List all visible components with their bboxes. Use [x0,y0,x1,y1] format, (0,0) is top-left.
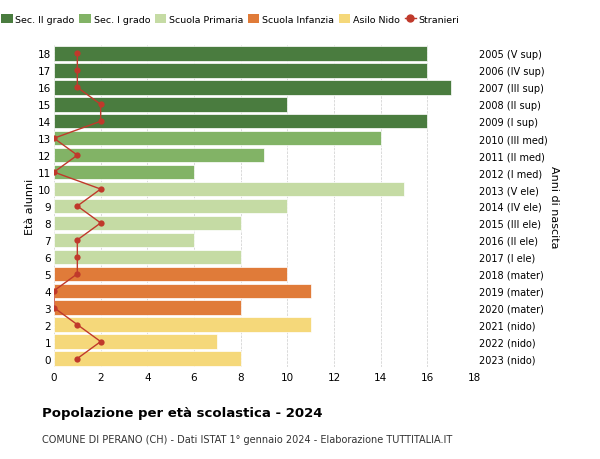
Bar [54,47,427,62]
Bar [54,284,311,298]
Bar [54,132,380,146]
Text: Popolazione per età scolastica - 2024: Popolazione per età scolastica - 2024 [42,406,323,419]
Bar [54,64,427,78]
Legend: Sec. II grado, Sec. I grado, Scuola Primaria, Scuola Infanzia, Asilo Nido, Stran: Sec. II grado, Sec. I grado, Scuola Prim… [1,15,460,25]
Bar [54,216,241,230]
Bar [54,166,194,180]
Bar [54,352,241,366]
Bar [54,301,241,315]
Bar [54,199,287,214]
Bar [54,250,241,264]
Y-axis label: Anni di nascita: Anni di nascita [549,165,559,248]
Bar [54,233,194,247]
Bar [54,335,217,349]
Bar [54,182,404,197]
Bar [54,115,427,129]
Bar [54,81,451,95]
Bar [54,98,287,112]
Text: COMUNE DI PERANO (CH) - Dati ISTAT 1° gennaio 2024 - Elaborazione TUTTITALIA.IT: COMUNE DI PERANO (CH) - Dati ISTAT 1° ge… [42,434,452,444]
Bar [54,318,311,332]
Y-axis label: Età alunni: Età alunni [25,179,35,235]
Bar [54,149,264,163]
Bar [54,267,287,281]
